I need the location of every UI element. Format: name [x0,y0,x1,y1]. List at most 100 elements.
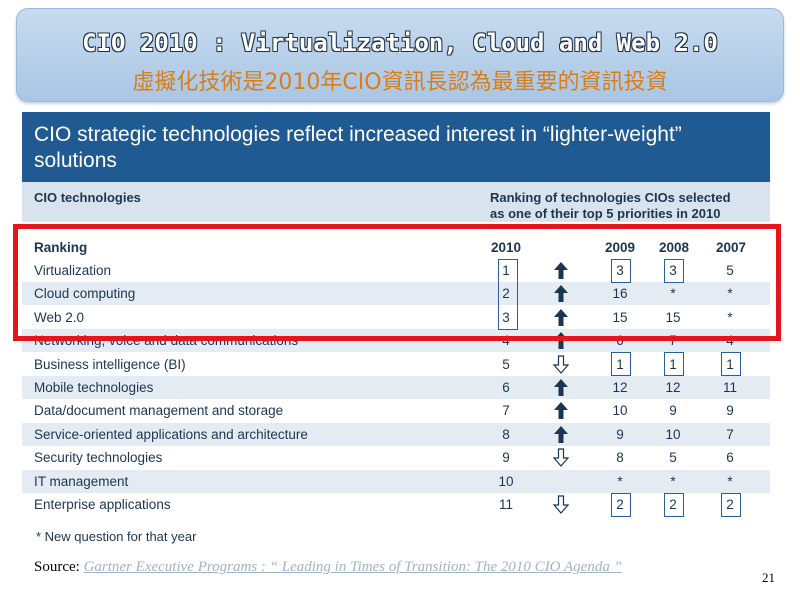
rank-2007: 2 [726,497,734,512]
rank-2009: 9 [616,426,624,442]
rank-2008: 9 [669,403,677,419]
rank-2007: 5 [726,263,734,278]
rank-2010: 6 [502,380,510,395]
ranking-description-header: Ranking of technologies CIOs selected as… [490,190,731,222]
table-row: Mobile technologies 6 12 12 11 [22,376,770,399]
rank-2010: 3 [502,309,510,325]
rank-2010: 10 [498,473,514,489]
highlight-rectangle [13,224,781,341]
technology-name: IT management [34,473,129,489]
rank-2008: 10 [665,426,681,442]
technology-name: Security technologies [34,450,163,466]
rank-2010: 9 [502,450,510,466]
source-citation: Source: Gartner Executive Programs : “ L… [34,559,622,576]
table-row: IT management 10 * * * [22,469,770,493]
rank-2008: * [670,473,676,489]
rank-2010: 7 [502,403,510,419]
box-2010-top3 [498,259,518,330]
rank-2010: 1 [502,263,510,278]
technology-name: Virtualization [34,263,112,278]
technology-name: Data/document management and storage [34,403,284,419]
table-row: Business intelligence (BI) 5 1 1 1 [22,353,770,376]
slide-title-chinese: 虛擬化技術是2010年CIO資訊長認為最重要的資訊投資 [132,70,668,95]
trend-up-arrow-icon [551,378,571,397]
title-banner: CIO 2010 : Virtualization, Cloud and Web… [16,8,784,102]
trend-down-arrow-icon [551,448,571,468]
box-2009-bi [611,352,631,376]
rank-2008: 15 [665,309,681,325]
rank-2007: 6 [726,450,734,466]
rank-2008: 2 [669,497,677,512]
column-header-row: Ranking 2010 2009 2008 2007 [22,236,770,259]
box-2009-enterprise [611,493,631,517]
box-2009-virtualization [611,259,631,283]
year-2008-header: 2008 [658,240,690,255]
technology-name: Mobile technologies [34,380,154,395]
rank-2008: 1 [669,356,677,372]
rank-2010: 11 [498,497,513,512]
table-row: Virtualization 1 3 3 5 [22,259,770,282]
rank-2007: 11 [722,380,737,395]
box-2008-virtualization [664,259,684,283]
ranking-column-label: Ranking [34,240,88,255]
technology-name: Service-oriented applications and archit… [34,426,308,442]
ranking-description-line2: as one of their top 5 priorities in 2010 [490,206,721,221]
year-2009-header: 2009 [604,240,636,255]
cio-technologies-header: CIO technologies [34,190,141,205]
rank-2007: 9 [726,403,734,419]
table-row: Security technologies 9 8 5 6 [22,446,770,469]
rank-2009: 2 [616,497,624,512]
source-link[interactable]: Gartner Executive Programs : “ Leading i… [83,559,622,575]
rank-2007: * [727,286,733,302]
box-2007-bi [721,352,741,376]
rank-2009: 10 [612,403,628,419]
table-row: Service-oriented applications and archit… [22,422,770,446]
trend-up-arrow-icon [551,308,571,327]
rank-2010: 2 [502,286,510,302]
rank-2008: 3 [669,263,677,278]
trend-down-arrow-icon [551,354,571,374]
table-title-bar: CIO strategic technologies reflect incre… [22,112,770,182]
table-row: Data/document management and storage 7 10 9… [22,399,770,422]
rank-2008: 5 [669,450,677,466]
year-2007-header: 2007 [715,240,747,255]
rank-2007: * [727,473,733,489]
source-label: Source: [34,559,80,575]
rank-2007: 1 [726,356,734,372]
table-row: Enterprise applications 11 2 2 2 [22,493,770,516]
rank-2007: * [727,309,733,325]
table-subheader: CIO technologies Ranking of technologies… [22,182,770,222]
rank-2008: 12 [665,380,681,395]
trend-up-arrow-icon [551,425,571,444]
rank-2010: 5 [502,356,510,372]
table-row: Cloud computing 2 16 * * [22,282,770,306]
technology-name: Enterprise applications [34,497,171,512]
trend-up-arrow-icon [551,401,571,420]
rank-2009: 3 [616,263,624,278]
rank-2007: 7 [726,426,734,442]
table-row: Web 2.0 3 15 15 * [22,306,770,329]
box-2007-enterprise [721,493,741,517]
box-2008-bi [664,352,684,376]
rank-2009: 15 [612,309,628,325]
rank-2010: 8 [502,426,510,442]
ranking-description-line1: Ranking of technologies CIOs selected [490,190,731,205]
box-2008-enterprise [664,493,684,517]
table-footnote: * New question for that year [36,529,197,544]
technology-name: Cloud computing [34,286,136,302]
rank-2009: 12 [612,380,628,395]
trend-up-arrow-icon [551,284,571,303]
rank-2008: * [670,286,676,302]
rank-2009: * [617,473,623,489]
table-title: CIO strategic technologies reflect incre… [34,123,682,172]
technology-name: Web 2.0 [34,309,85,325]
rank-2009: 1 [616,356,624,372]
rank-2009: 8 [616,450,624,466]
technology-name: Business intelligence (BI) [34,356,186,372]
ranking-table-panel: CIO strategic technologies reflect incre… [22,112,770,520]
rank-2009: 16 [612,286,628,302]
slide-title-english: CIO 2010 : Virtualization, Cloud and Web… [82,29,718,57]
trend-up-arrow-icon [551,261,571,280]
year-2010-header: 2010 [490,240,522,255]
page-number: 21 [762,570,775,585]
